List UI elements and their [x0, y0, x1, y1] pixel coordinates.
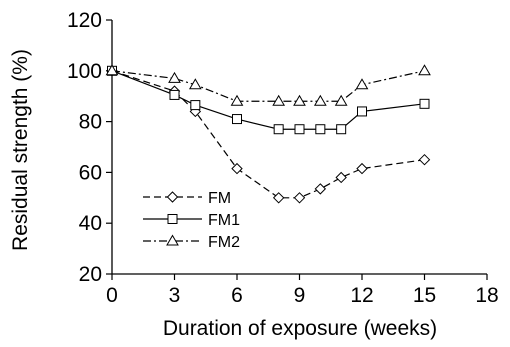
series-fm	[106, 65, 431, 204]
data-point-fm1	[273, 124, 284, 135]
x-tick-label: 12	[350, 284, 373, 307]
data-point-fm1	[357, 106, 367, 117]
data-point-fm	[335, 171, 347, 184]
x-tick-label: 6	[231, 284, 243, 307]
data-point-fm	[356, 162, 368, 175]
series-line-fm2	[111, 70, 425, 102]
data-point-fm2	[418, 64, 431, 76]
data-point-fm1	[232, 114, 242, 125]
legend-label: FM	[208, 190, 231, 207]
legend-item-fm: FM	[143, 190, 231, 207]
x-tick-label: 9	[294, 284, 306, 307]
data-point-fm2	[105, 64, 119, 76]
data-point-fm2	[230, 94, 244, 106]
series-line-fm	[111, 70, 425, 199]
data-point-fm	[293, 192, 306, 204]
data-point-fm2	[313, 94, 327, 106]
data-point-fm1	[190, 100, 201, 111]
data-point-fm	[418, 153, 431, 166]
x-tick-label: 15	[413, 284, 436, 307]
data-point-fm2	[188, 78, 202, 90]
x-axis-title: Duration of exposure (weeks)	[163, 317, 437, 340]
legend-item-fm2: FM2	[143, 234, 240, 251]
legend: FM FM1 FM2	[143, 190, 240, 251]
legend-marker	[166, 191, 179, 203]
legend-label: FM1	[208, 212, 240, 229]
y-tick-label: 100	[67, 60, 102, 83]
x-tick-label: 18	[475, 284, 498, 307]
data-point-fm2	[334, 94, 348, 106]
data-point-fm1	[419, 98, 430, 109]
data-point-fm2	[293, 94, 306, 106]
data-point-fm2	[168, 71, 181, 83]
legend-marker	[166, 234, 179, 246]
data-point-fm2	[272, 94, 286, 106]
data-point-fm1	[315, 124, 326, 135]
legend-item-fm1: FM1	[143, 212, 240, 229]
x-tick-label: 3	[169, 284, 181, 307]
y-tick-label: 20	[79, 263, 102, 286]
legend-marker	[167, 214, 178, 224]
data-point-fm	[231, 162, 243, 175]
x-tick-label: 0	[106, 284, 118, 307]
data-point-fm	[272, 192, 285, 204]
data-point-fm	[314, 183, 327, 195]
series-fm2	[105, 64, 431, 106]
legend-label: FM2	[208, 234, 240, 251]
y-tick-label: 40	[79, 212, 102, 235]
y-tick-label: 80	[79, 111, 102, 134]
series-layer	[105, 64, 431, 204]
data-point-fm1	[294, 124, 305, 135]
data-point-fm2	[355, 78, 369, 90]
y-axis-title: Residual strength (%)	[9, 49, 32, 251]
data-point-fm1	[169, 89, 180, 100]
data-point-fm1	[336, 124, 347, 135]
y-tick-label: 60	[79, 161, 102, 184]
series-line-fm1	[111, 70, 425, 130]
y-tick-label: 120	[67, 9, 102, 32]
axes: 20 40 60 80 100 120 0 3 6 9 12 15 18	[67, 9, 499, 307]
